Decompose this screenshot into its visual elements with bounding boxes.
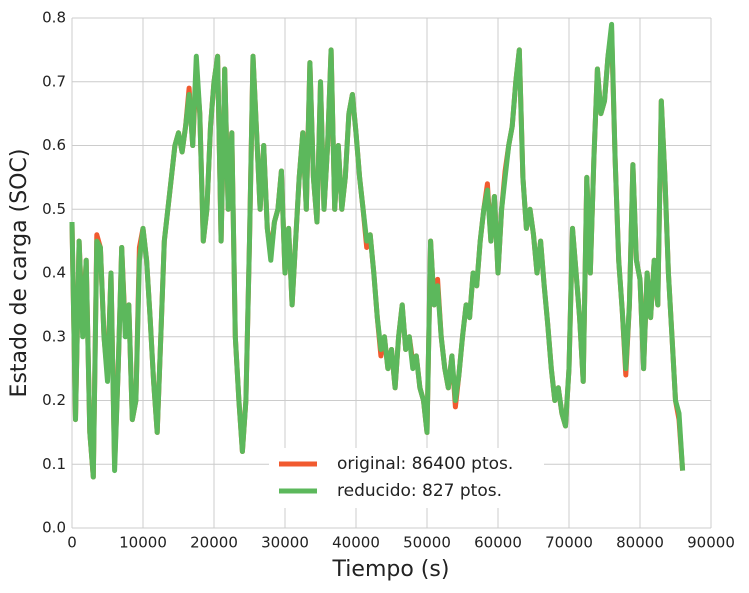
x-tick-label: 90000 xyxy=(687,534,735,552)
y-tick-label: 0.0 xyxy=(42,519,66,537)
y-tick-label: 0.6 xyxy=(42,136,66,154)
y-tick-label: 0.4 xyxy=(42,264,66,282)
y-tick-label: 0.2 xyxy=(42,391,66,409)
legend-box xyxy=(269,448,544,508)
x-tick-label: 60000 xyxy=(474,534,522,552)
x-tick-label: 80000 xyxy=(616,534,664,552)
x-tick-label: 70000 xyxy=(545,534,593,552)
legend-label: reducido: 827 ptos. xyxy=(337,481,502,501)
x-tick-label: 0 xyxy=(67,534,77,552)
y-tick-label: 0.5 xyxy=(42,200,66,218)
y-axis-label: Estado de carga (SOC) xyxy=(7,149,32,398)
x-tick-label: 40000 xyxy=(332,534,380,552)
x-tick-label: 30000 xyxy=(261,534,309,552)
legend-label: original: 86400 ptos. xyxy=(337,454,513,474)
x-tick-label: 10000 xyxy=(119,534,167,552)
series-line xyxy=(69,21,686,480)
x-tick-label: 20000 xyxy=(190,534,238,552)
y-tick-label: 0.8 xyxy=(42,9,66,27)
x-axis-label: Tiempo (s) xyxy=(332,557,450,582)
y-tick-label: 0.3 xyxy=(42,327,66,345)
y-tick-label: 0.1 xyxy=(42,455,66,473)
y-tick-label: 0.7 xyxy=(42,72,66,90)
x-tick-label: 50000 xyxy=(403,534,451,552)
